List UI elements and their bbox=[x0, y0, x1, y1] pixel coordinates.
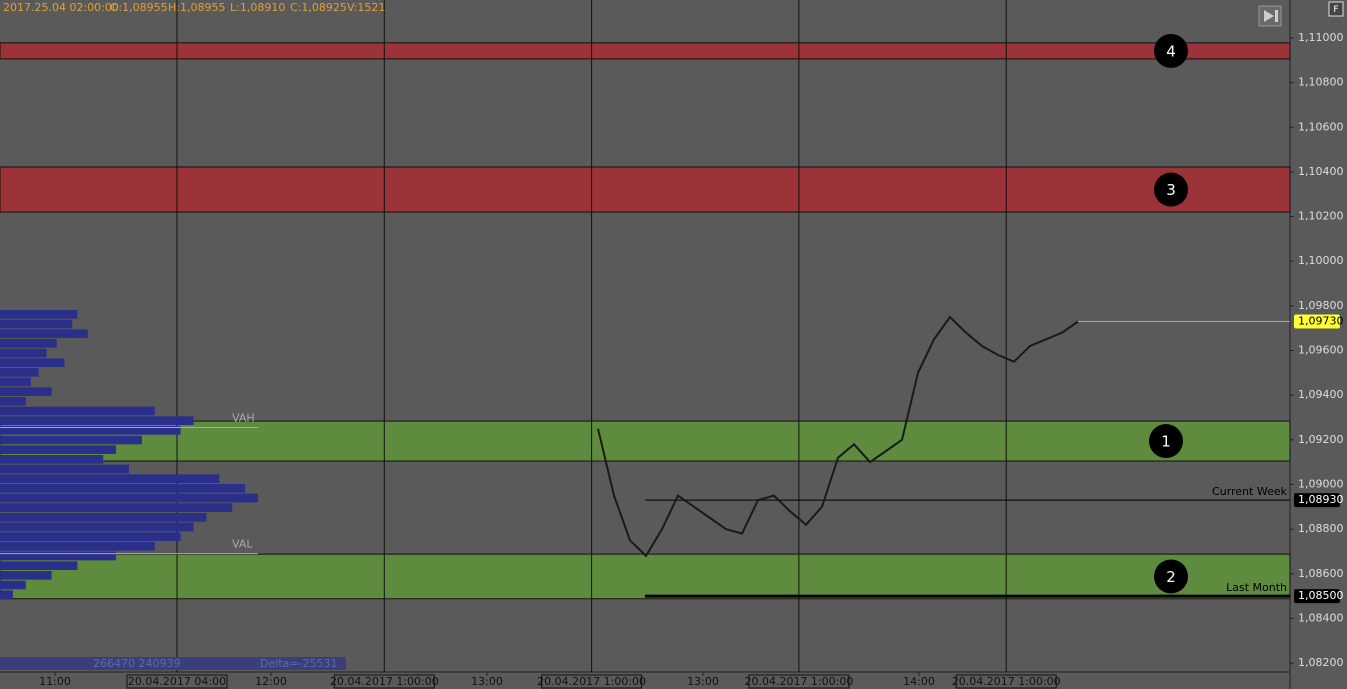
y-tick-label: 1,09600 bbox=[1298, 344, 1344, 357]
profile-bar bbox=[0, 426, 181, 435]
profile-bar bbox=[0, 416, 194, 425]
profile-bar bbox=[0, 551, 117, 561]
header-date: 2017.25.04 02:00:00 bbox=[3, 1, 119, 14]
level-name: Current Week bbox=[1212, 485, 1288, 498]
last-price-tag bbox=[1294, 314, 1340, 329]
profile-bar bbox=[0, 542, 155, 551]
session-label-box bbox=[541, 674, 643, 689]
profile-bar bbox=[0, 310, 78, 319]
session-label: 20.04.2017 1:00:00 bbox=[952, 675, 1061, 688]
profile-bar bbox=[0, 348, 47, 358]
y-tick-label: 1,10000 bbox=[1298, 254, 1344, 267]
y-tick-label: 1,08800 bbox=[1298, 522, 1344, 535]
value-area-label: VAH bbox=[232, 412, 255, 425]
session-label-box bbox=[333, 674, 435, 689]
profile-bar bbox=[0, 397, 26, 406]
profile-bar bbox=[0, 484, 246, 493]
session-label: 20.04.2017 04:00 bbox=[128, 675, 226, 688]
price-tag-label: 1,08930 bbox=[1298, 493, 1344, 506]
zone-badge bbox=[1154, 172, 1188, 207]
y-tick-label: 1,08600 bbox=[1298, 567, 1344, 580]
header: 2017.25.04 02:00:00 O:1,08955 H:1,08955 … bbox=[3, 1, 385, 14]
zone-badge bbox=[1154, 33, 1188, 68]
profile-bar bbox=[0, 522, 194, 532]
x-tick-label: 14:00 bbox=[903, 675, 935, 688]
session-label: 20.04.2017 1:00:00 bbox=[744, 675, 853, 688]
profile-bar bbox=[0, 406, 155, 416]
profile-bar bbox=[0, 435, 142, 445]
profile-bar bbox=[0, 493, 258, 503]
session-label-box bbox=[748, 674, 850, 689]
profile-bar bbox=[0, 358, 65, 367]
x-tick-label: 12:00 bbox=[255, 675, 287, 688]
profile-bar bbox=[0, 329, 88, 338]
scroll-end-button[interactable] bbox=[1258, 5, 1282, 27]
y-tick-label: 1,10400 bbox=[1298, 165, 1344, 178]
header-open: O:1,08955 bbox=[110, 1, 168, 14]
y-tick-label: 1,09400 bbox=[1298, 388, 1344, 401]
zone-badge-label: 4 bbox=[1166, 42, 1176, 60]
y-tick-label: 1,08200 bbox=[1298, 656, 1344, 669]
x-tick-label: 13:00 bbox=[471, 675, 503, 688]
profile-bar bbox=[0, 580, 26, 590]
header-low: L:1,08910 bbox=[230, 1, 285, 14]
session-label-box bbox=[955, 674, 1057, 689]
zone-badge bbox=[1149, 424, 1183, 459]
profile-bar bbox=[0, 368, 39, 377]
session-label-box bbox=[126, 674, 228, 689]
zone-badge bbox=[1154, 559, 1188, 594]
footer-delta: Delta=-25531 bbox=[260, 657, 338, 670]
profile-bar bbox=[0, 590, 13, 599]
price-tag bbox=[1294, 589, 1340, 604]
price-tag bbox=[1294, 493, 1340, 508]
y-tick-label: 1,09000 bbox=[1298, 477, 1344, 490]
header-volume: V:1521 bbox=[347, 1, 385, 14]
footer-volumes: 266470 240939 bbox=[93, 657, 180, 670]
level-name: Last Month bbox=[1226, 581, 1287, 594]
profile-bar bbox=[0, 571, 52, 580]
header-close: C:1,08925 bbox=[290, 1, 347, 14]
price-tag-label: 1,08500 bbox=[1298, 589, 1344, 602]
f-button[interactable]: F bbox=[1328, 1, 1344, 17]
profile-bar bbox=[0, 464, 129, 474]
profile-bar bbox=[0, 503, 233, 512]
profile-bar bbox=[0, 319, 73, 329]
zone bbox=[0, 42, 1291, 60]
x-tick-label: 11:00 bbox=[39, 675, 71, 688]
last-price-label: 1,09730 bbox=[1298, 314, 1344, 327]
session-label: 20.04.2017 1:00:00 bbox=[330, 675, 439, 688]
y-tick-label: 1,09800 bbox=[1298, 299, 1344, 312]
y-tick-label: 1,09200 bbox=[1298, 433, 1344, 446]
y-tick-label: 1,10600 bbox=[1298, 120, 1344, 133]
profile-bar bbox=[0, 445, 117, 454]
profile-bar bbox=[0, 513, 207, 522]
x-tick-label: 13:00 bbox=[687, 675, 719, 688]
profile-bar bbox=[0, 377, 31, 387]
profile-bar bbox=[0, 455, 104, 464]
f-button-label[interactable]: F bbox=[1333, 5, 1338, 15]
value-area-label: VAL bbox=[232, 538, 253, 551]
y-tick-label: 1,11000 bbox=[1298, 31, 1344, 44]
zone-badge-label: 2 bbox=[1166, 568, 1176, 586]
profile-bar bbox=[0, 387, 52, 396]
profile-bar bbox=[0, 339, 57, 348]
y-tick-label: 1,10800 bbox=[1298, 76, 1344, 89]
profile-bar bbox=[0, 532, 181, 541]
footer-box bbox=[0, 657, 346, 670]
profile-bar bbox=[0, 474, 220, 483]
zone-badge-label: 1 bbox=[1161, 433, 1171, 451]
session-label: 20.04.2017 1:00:00 bbox=[537, 675, 646, 688]
zone bbox=[0, 166, 1291, 213]
profile-bar bbox=[0, 561, 78, 570]
header-high: H:1,08955 bbox=[168, 1, 225, 14]
price-line bbox=[597, 315, 1079, 558]
zone-badge-label: 3 bbox=[1166, 181, 1176, 199]
zone bbox=[0, 553, 1291, 600]
y-tick-label: 1,08400 bbox=[1298, 611, 1344, 624]
y-tick-label: 1,10200 bbox=[1298, 210, 1344, 223]
